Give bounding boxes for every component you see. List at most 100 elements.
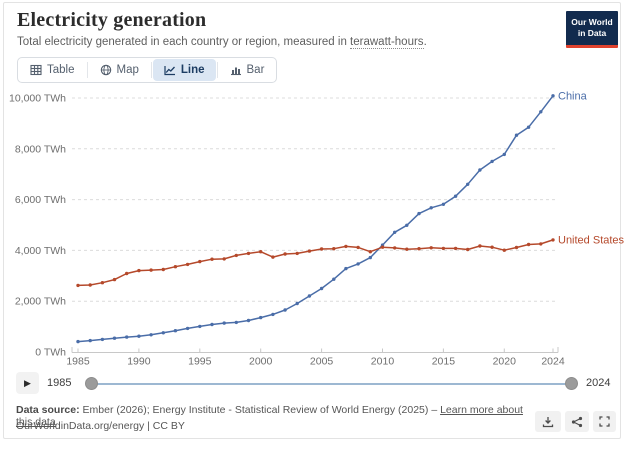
data-point[interactable]	[417, 211, 421, 216]
data-point[interactable]	[514, 245, 519, 250]
timeline-track[interactable]	[91, 383, 571, 385]
data-point[interactable]	[234, 253, 238, 258]
data-point[interactable]	[539, 242, 543, 246]
data-point[interactable]	[246, 318, 251, 323]
data-point[interactable]	[88, 338, 92, 343]
data-point[interactable]	[380, 245, 385, 249]
data-point[interactable]	[539, 110, 543, 114]
data-point[interactable]	[453, 194, 458, 198]
data-point[interactable]	[429, 246, 433, 250]
data-point[interactable]	[332, 247, 336, 251]
data-point[interactable]	[502, 248, 506, 252]
series-label-united-states[interactable]: United States	[558, 234, 624, 246]
download-button[interactable]	[535, 411, 561, 432]
data-point[interactable]	[222, 321, 226, 325]
data-point[interactable]	[441, 202, 446, 206]
data-point[interactable]	[234, 320, 238, 325]
data-point[interactable]	[526, 125, 531, 129]
data-point[interactable]	[295, 251, 299, 256]
data-point[interactable]	[125, 335, 129, 339]
data-point[interactable]	[490, 245, 494, 249]
series-line-china[interactable]	[77, 95, 554, 343]
play-button[interactable]: ▶	[16, 372, 39, 394]
data-point[interactable]	[344, 266, 348, 271]
tab-bar[interactable]: Bar	[219, 59, 276, 81]
data-point[interactable]	[149, 268, 153, 272]
data-point[interactable]	[173, 329, 178, 333]
data-point[interactable]	[405, 247, 409, 251]
share-button[interactable]	[565, 411, 589, 432]
data-point[interactable]	[112, 277, 117, 282]
data-point[interactable]	[112, 336, 117, 340]
data-point[interactable]	[149, 333, 153, 337]
data-point[interactable]	[185, 326, 190, 331]
learn-more-link[interactable]: Learn more about this data	[16, 404, 523, 428]
data-point[interactable]	[259, 250, 263, 254]
data-point[interactable]	[466, 247, 470, 252]
data-point[interactable]	[319, 286, 324, 291]
data-point[interactable]	[368, 250, 372, 254]
data-point[interactable]	[137, 334, 141, 338]
data-point[interactable]	[100, 337, 105, 342]
data-point[interactable]	[271, 312, 275, 317]
data-point[interactable]	[137, 268, 141, 273]
data-point[interactable]	[393, 230, 397, 234]
view-tabs: Table Map Line Bar	[17, 57, 278, 83]
data-point[interactable]	[125, 271, 129, 276]
tab-line[interactable]: Line	[152, 59, 216, 81]
data-point[interactable]	[478, 244, 482, 248]
data-point[interactable]	[551, 238, 555, 242]
data-point[interactable]	[332, 277, 336, 281]
tab-map[interactable]: Map	[89, 59, 150, 81]
data-point[interactable]	[185, 262, 190, 267]
x-tick-label: 2010	[371, 356, 395, 368]
data-point[interactable]	[283, 308, 287, 312]
data-point[interactable]	[210, 322, 214, 327]
data-point[interactable]	[368, 255, 372, 260]
series-label-china[interactable]: China	[558, 90, 588, 102]
data-point[interactable]	[88, 283, 92, 287]
data-point[interactable]	[295, 301, 299, 306]
data-point[interactable]	[502, 152, 506, 157]
data-point[interactable]	[526, 242, 531, 247]
data-point[interactable]	[76, 283, 80, 288]
data-point[interactable]	[173, 265, 178, 269]
data-point[interactable]	[161, 267, 165, 272]
timeline-end-handle[interactable]	[565, 377, 578, 390]
data-point[interactable]	[344, 244, 348, 249]
data-point[interactable]	[356, 262, 360, 266]
data-point[interactable]	[514, 133, 519, 137]
data-point[interactable]	[490, 159, 494, 164]
data-point[interactable]	[198, 259, 202, 264]
data-point[interactable]	[319, 247, 324, 251]
data-point[interactable]	[551, 94, 555, 98]
data-point[interactable]	[453, 246, 458, 251]
data-point[interactable]	[271, 255, 275, 259]
data-point[interactable]	[307, 249, 312, 253]
tab-table[interactable]: Table	[19, 59, 86, 81]
data-point[interactable]	[417, 247, 421, 251]
data-point[interactable]	[429, 206, 433, 210]
fullscreen-button[interactable]	[593, 411, 616, 432]
data-point[interactable]	[478, 168, 482, 172]
data-point[interactable]	[76, 339, 80, 344]
data-point[interactable]	[307, 294, 312, 298]
data-point[interactable]	[246, 251, 251, 256]
data-point[interactable]	[405, 223, 409, 227]
y-tick-label: 6,000 TWh	[15, 194, 66, 206]
data-point[interactable]	[466, 182, 470, 186]
data-point[interactable]	[283, 252, 287, 256]
owid-logo[interactable]: Our World in Data	[566, 11, 618, 48]
data-point[interactable]	[222, 257, 226, 261]
timeline-start-handle[interactable]	[85, 377, 98, 390]
data-point[interactable]	[393, 246, 397, 250]
data-point[interactable]	[210, 257, 214, 261]
data-point[interactable]	[161, 331, 165, 335]
data-point[interactable]	[100, 281, 105, 285]
series-line-united-states[interactable]	[77, 239, 554, 287]
data-point[interactable]	[198, 324, 202, 329]
data-point[interactable]	[259, 315, 263, 320]
data-point[interactable]	[356, 245, 360, 250]
data-point[interactable]	[441, 246, 446, 251]
